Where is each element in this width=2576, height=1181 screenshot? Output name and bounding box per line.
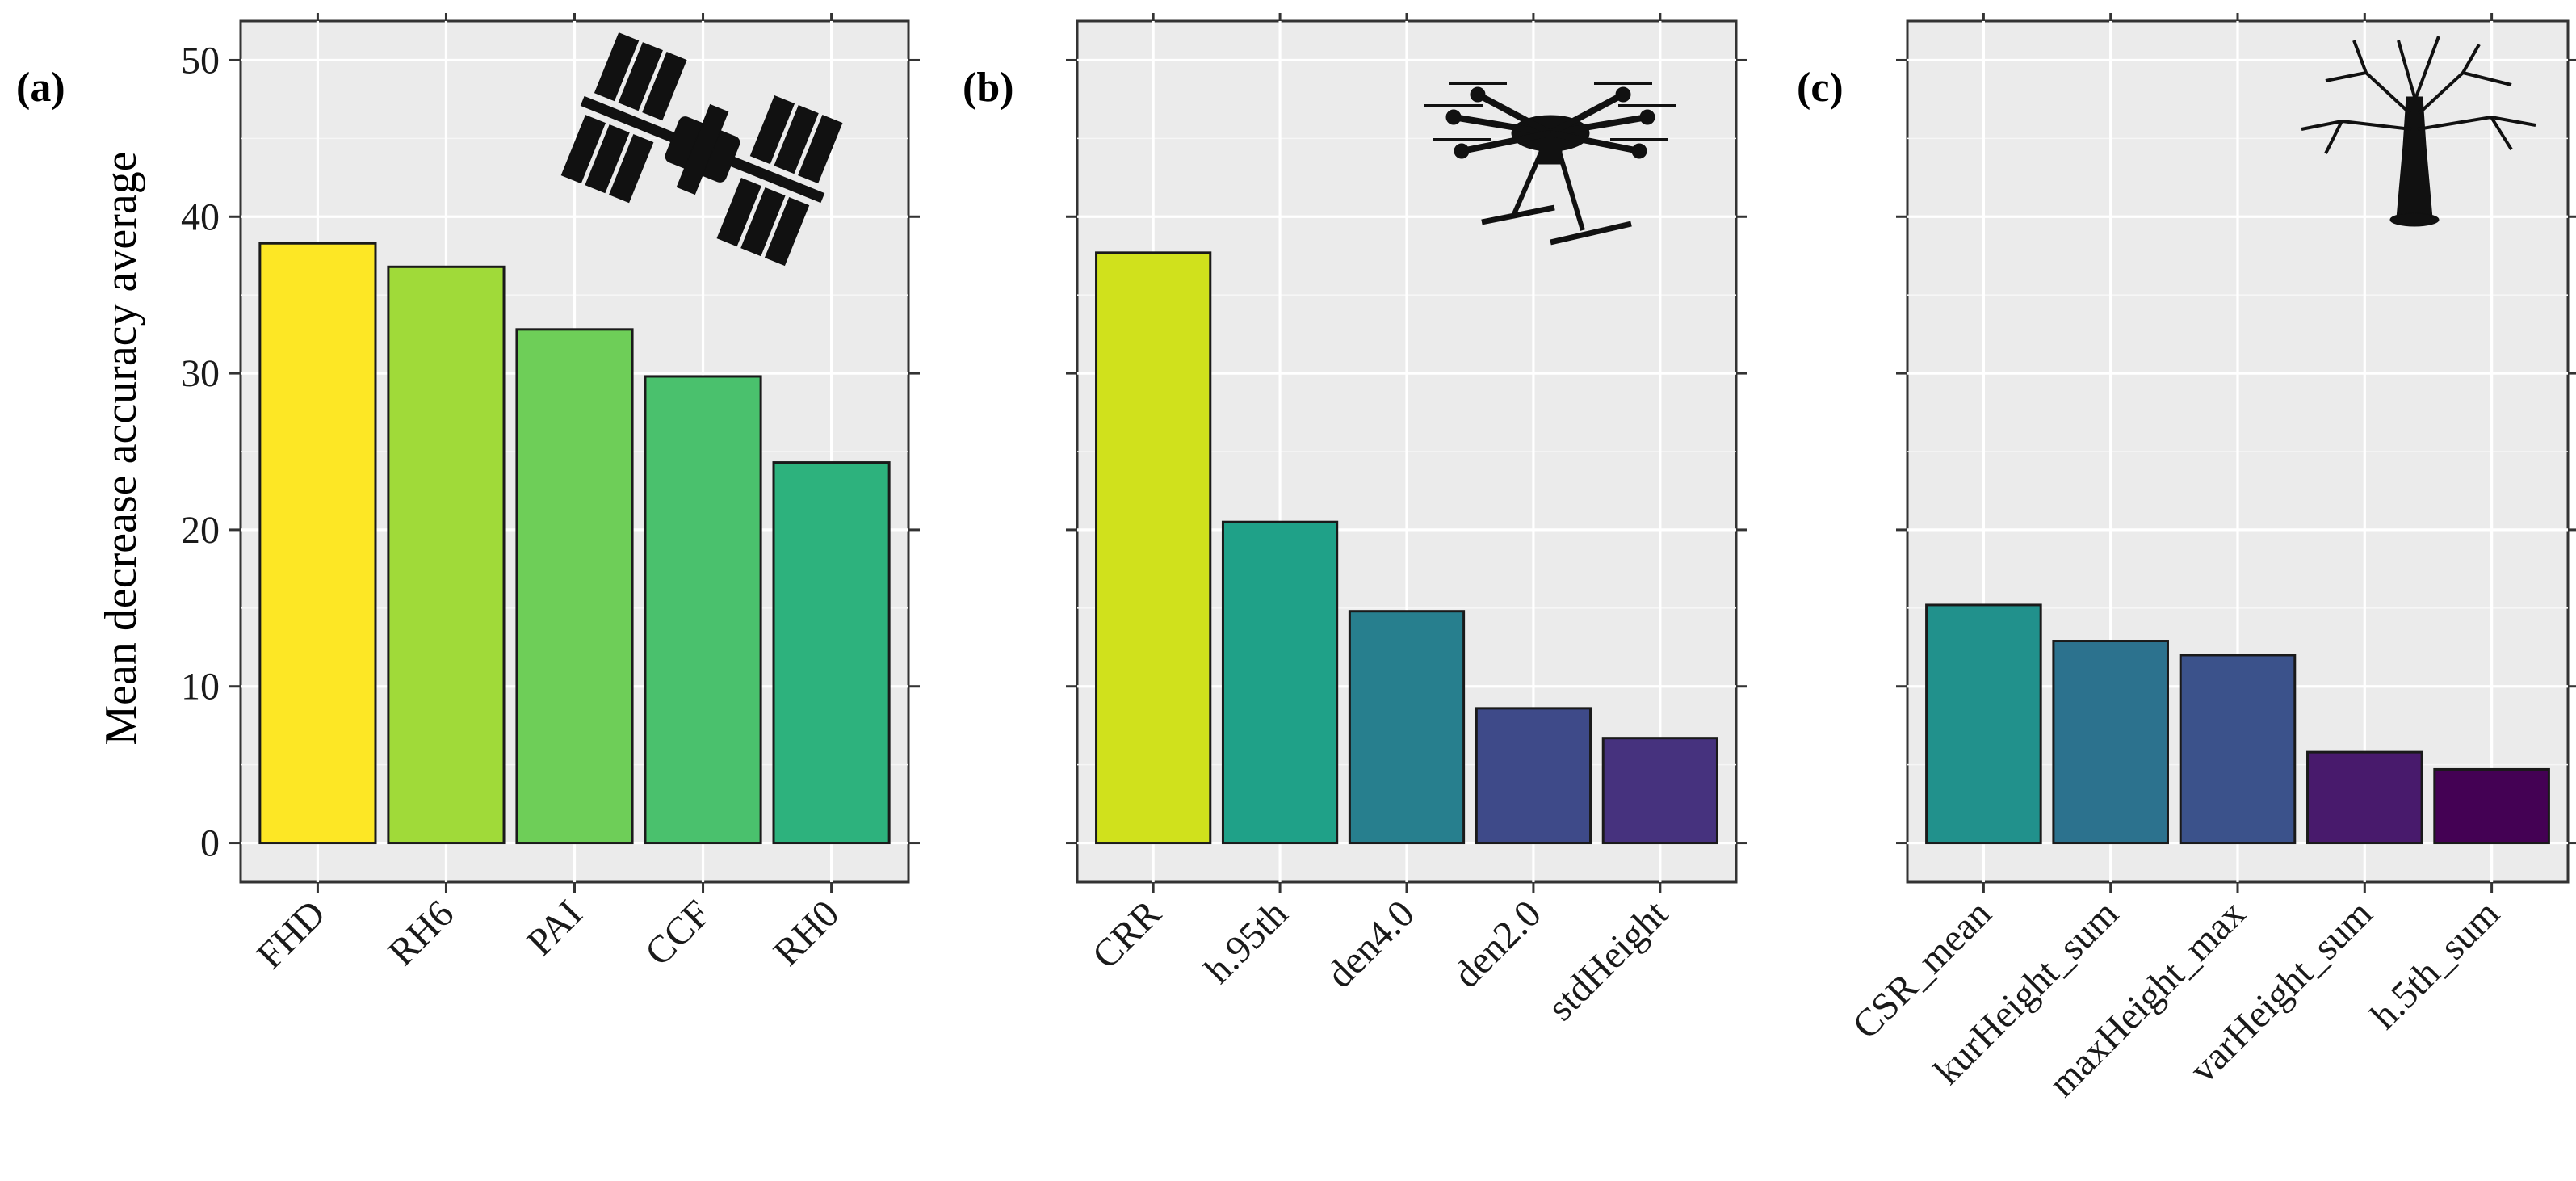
bar-maxHeight_max (2179, 654, 2297, 845)
x-tick-label: CRR (1085, 892, 1169, 977)
solar-panel (740, 187, 786, 257)
y-tick-label: 40 (181, 195, 220, 238)
bar-den2.0 (1475, 707, 1592, 845)
panel-1: 0 10 20 30 40 50 FHD RH6 PAI CCF RH0 (a) (16, 13, 920, 977)
bar-RH6 (387, 265, 506, 845)
solar-panel (560, 115, 606, 184)
panel-label: (c) (1797, 65, 1844, 111)
y-tick-label: 30 (181, 352, 220, 395)
y-tick-label: 10 (181, 666, 220, 708)
y-axis-label: Mean decrease accuracy average (96, 151, 146, 745)
y-tick-label: 50 (181, 39, 220, 82)
solar-panel (749, 95, 795, 165)
x-tick-label: stdHeight (1539, 892, 1676, 1029)
x-tick-label: den4.0 (1319, 892, 1423, 996)
solar-panel (594, 32, 640, 102)
solar-panel (774, 104, 819, 174)
bar-h.95th (1221, 520, 1339, 845)
panel-3: CSR_meankurHeight_summaxHeight_maxvarHei… (1797, 13, 2576, 1105)
x-tick-label: RH0 (766, 892, 848, 974)
bar-CRR (1095, 251, 1212, 845)
panel-label: (a) (16, 65, 65, 111)
bar-h.5th_sum (2433, 767, 2550, 845)
y-tick-label: 0 (200, 822, 220, 865)
x-tick-label: CCF (637, 892, 720, 974)
bar-varHeight_sum (2306, 750, 2423, 845)
bar-kurHeight_sum (2052, 640, 2169, 845)
bar-PAI (515, 328, 634, 845)
x-tick-label: PAI (518, 892, 590, 964)
bar-den4.0 (1348, 610, 1466, 845)
satellite-icon (560, 32, 843, 267)
bar-FHD (258, 242, 377, 845)
solar-panel (798, 114, 843, 184)
solar-panel (585, 124, 630, 194)
x-tick-label: h.5th_sum (2363, 892, 2508, 1037)
solar-panel (716, 177, 761, 247)
bar-CSR_mean (1925, 603, 2042, 845)
bar-stdHeight (1601, 737, 1718, 845)
panel-label: (b) (963, 65, 1014, 111)
solar-panel (609, 134, 654, 204)
x-tick-label: RH6 (380, 892, 463, 974)
drone-icon (1424, 82, 1676, 246)
bar-RH0 (772, 461, 891, 845)
solar-panel (642, 52, 687, 121)
x-tick-label: FHD (249, 892, 334, 977)
bar-CCF (644, 375, 762, 845)
y-tick-label: 20 (181, 509, 220, 552)
x-tick-label: h.95th (1197, 892, 1296, 991)
x-tick-label: den2.0 (1445, 892, 1550, 996)
solar-panel (618, 42, 663, 111)
solar-panel (764, 196, 810, 267)
tree-icon (2301, 36, 2536, 227)
